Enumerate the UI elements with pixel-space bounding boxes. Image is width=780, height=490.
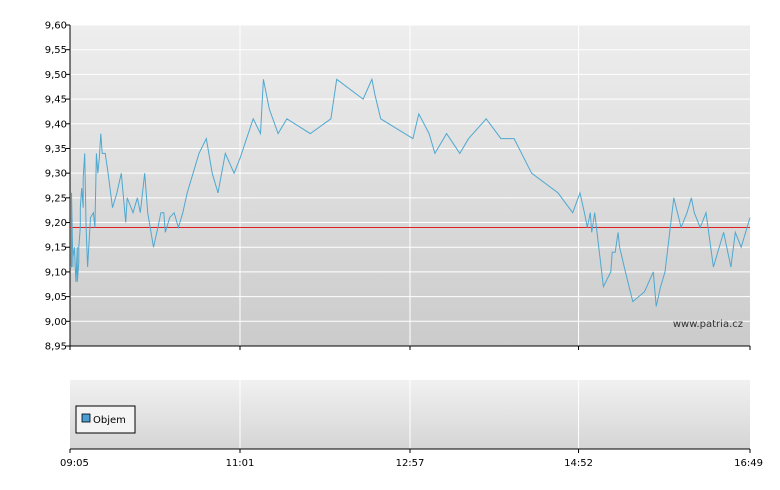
legend: Objem <box>75 405 136 434</box>
y-tick-label: 9,60 <box>45 21 67 32</box>
x-tick-label: 12:57 <box>396 458 425 469</box>
watermark: www.patria.cz <box>673 319 743 330</box>
x-tick-label: 09:05 <box>60 458 89 469</box>
y-tick-label: 9,50 <box>45 70 67 81</box>
y-tick-label: 9,00 <box>45 317 67 328</box>
y-tick-label: 9,55 <box>45 45 67 56</box>
price-x-axis-ticks <box>69 346 751 350</box>
x-tick-label: 16:49 <box>734 458 763 469</box>
y-tick-label: 9,40 <box>45 119 67 130</box>
y-tick-label: 9,15 <box>45 243 67 254</box>
y-tick-label: 9,05 <box>45 292 67 303</box>
y-tick-label: 9,30 <box>45 169 67 180</box>
y-tick-label: 9,45 <box>45 95 67 106</box>
volume-vertical-gridlines <box>239 380 580 449</box>
x-tick-label: 14:52 <box>564 458 593 469</box>
legend-label: Objem <box>93 415 126 426</box>
x-tick-label: 11:01 <box>226 458 255 469</box>
y-tick-label: 9,25 <box>45 193 67 204</box>
y-axis-ticks: 9,60 9,55 9,50 9,45 9,40 9,35 9,30 9,25 9,20 9,15… <box>45 21 70 353</box>
y-tick-label: 9,10 <box>45 267 67 278</box>
x-axis-ticks: 09:05 11:01 12:57 14:52 16:49 <box>60 449 763 469</box>
vertical-gridlines <box>239 25 580 346</box>
y-tick-label: 9,35 <box>45 144 67 155</box>
y-tick-label: 8,95 <box>45 342 67 353</box>
legend-swatch <box>81 413 91 423</box>
y-tick-label: 9,20 <box>45 218 67 229</box>
price-series-line <box>70 77 751 307</box>
